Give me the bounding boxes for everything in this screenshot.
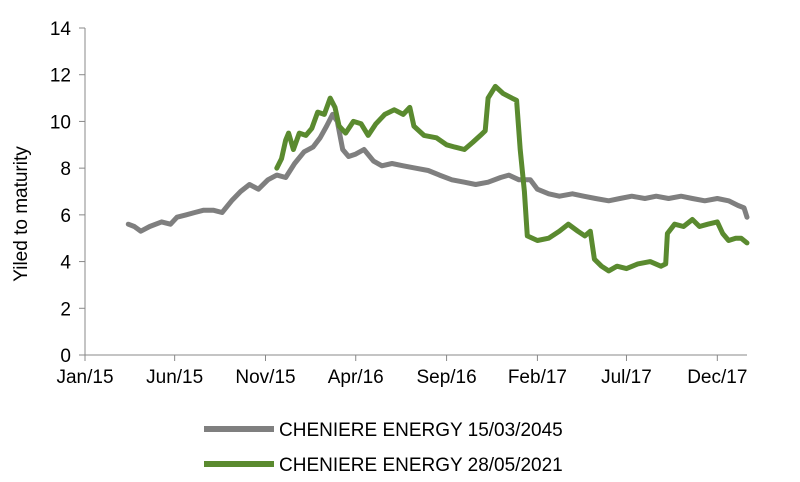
y-tick-label: 4 bbox=[60, 253, 71, 274]
y-tick-label: 14 bbox=[50, 19, 72, 40]
y-tick-label: 2 bbox=[60, 299, 71, 320]
series-line-cheniere-2021 bbox=[274, 83, 750, 274]
x-tick-label: Sep/16 bbox=[416, 367, 476, 388]
series-line-cheniere-2045 bbox=[125, 111, 750, 234]
x-tick-label: Nov/15 bbox=[235, 367, 295, 388]
x-tick-label: Jun/15 bbox=[146, 367, 203, 388]
y-tick-label: 10 bbox=[50, 112, 71, 133]
legend: CHENIERE ENERGY 15/03/2045 CHENIERE ENER… bbox=[204, 420, 563, 476]
y-tick-label: 6 bbox=[60, 206, 71, 227]
x-tick-label: Dec/17 bbox=[687, 367, 747, 388]
x-tick-label: Apr/16 bbox=[328, 367, 384, 388]
x-axis-ticks: Jan/15 Jun/15 Nov/15 Apr/16 Sep/16 Feb/17 Jul/… bbox=[56, 355, 747, 388]
y-tick-label: 0 bbox=[60, 346, 71, 367]
y-tick-label: 12 bbox=[50, 66, 71, 87]
x-tick-label: Feb/17 bbox=[508, 367, 567, 388]
y-axis-ticks: 0 2 4 6 8 10 12 14 bbox=[50, 19, 85, 367]
x-tick-label: Jan/15 bbox=[56, 367, 113, 388]
x-tick-label: Jul/17 bbox=[601, 367, 652, 388]
y-axis-title: Yiled to maturity bbox=[11, 146, 32, 282]
legend-label-cheniere-2021: CHENIERE ENERGY 28/05/2021 bbox=[279, 455, 563, 476]
legend-label-cheniere-2045: CHENIERE ENERGY 15/03/2045 bbox=[279, 420, 563, 441]
series-layer bbox=[125, 83, 750, 274]
y-tick-label: 8 bbox=[60, 159, 71, 180]
